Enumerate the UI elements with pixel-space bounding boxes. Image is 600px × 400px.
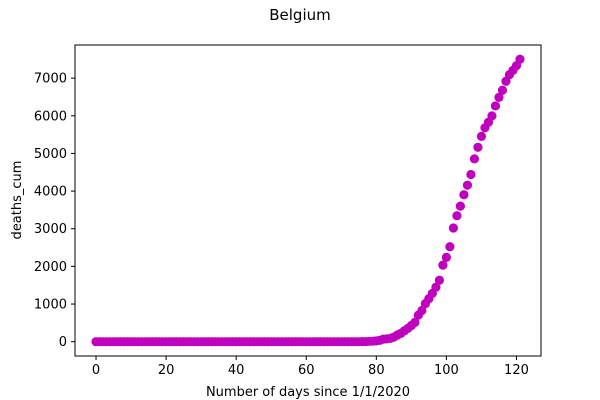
data-point	[445, 242, 455, 252]
data-points	[91, 54, 525, 347]
data-point	[434, 275, 444, 285]
data-point	[490, 101, 501, 111]
data-point	[462, 180, 473, 190]
data-point	[487, 111, 497, 121]
data-point	[473, 142, 483, 152]
data-point	[466, 169, 476, 180]
data-point	[459, 190, 469, 200]
data-point	[431, 282, 441, 292]
chart-title: Belgium	[269, 6, 331, 24]
x-tick-label: 60	[298, 363, 315, 378]
data-point	[515, 54, 525, 64]
x-axis-label: Number of days since 1/1/2020	[206, 385, 410, 400]
y-tick-label: 3000	[34, 222, 67, 237]
x-tick-label: 80	[368, 363, 385, 378]
data-point	[452, 211, 462, 221]
y-tick-label: 4000	[34, 185, 67, 200]
y-tick-label: 2000	[34, 260, 67, 275]
y-tick-label: 1000	[34, 298, 67, 313]
y-tick-label: 5000	[34, 147, 67, 162]
plot-frame	[74, 44, 542, 357]
data-point	[438, 260, 448, 270]
y-axis: 0 1000 2000 3000 4000 5000 6000 7000	[34, 72, 75, 350]
y-tick-label: 6000	[34, 109, 67, 124]
data-point	[476, 131, 487, 141]
x-tick-label: 20	[158, 363, 175, 378]
data-point	[441, 252, 451, 262]
data-point	[497, 85, 508, 95]
data-point	[410, 317, 420, 327]
x-tick-label: 100	[434, 363, 459, 378]
x-tick-label: 0	[92, 363, 100, 378]
x-tick-label: 120	[504, 363, 529, 378]
data-point	[417, 305, 427, 316]
data-point	[455, 201, 466, 211]
data-point	[448, 223, 459, 233]
y-tick-label: 7000	[34, 72, 67, 87]
y-tick-label: 0	[59, 335, 67, 350]
y-axis-label: deaths_cum	[10, 161, 25, 240]
data-point	[469, 154, 480, 164]
x-tick-label: 40	[228, 363, 245, 378]
x-axis: 0 20 40 60 80 100 120	[92, 356, 529, 378]
data-point	[494, 92, 504, 102]
